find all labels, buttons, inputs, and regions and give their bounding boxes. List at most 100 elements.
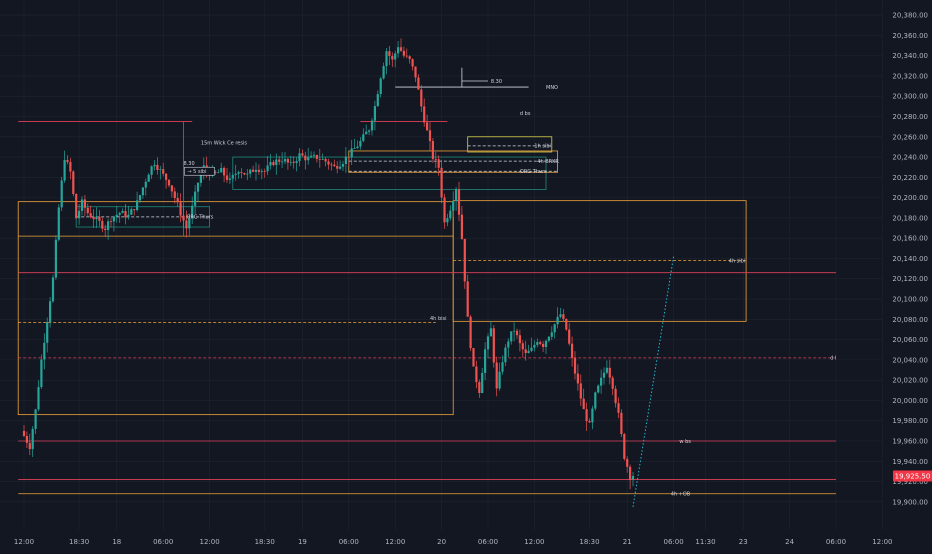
x-tick-label: 18:30 xyxy=(579,538,599,546)
annotation-label: ORG Thurs xyxy=(520,169,547,175)
candle-body xyxy=(620,412,623,435)
candle-body xyxy=(60,180,63,208)
y-tick-label: 20,020.00 xyxy=(892,377,928,385)
x-tick-label: 12:00 xyxy=(14,538,34,546)
candle-body xyxy=(359,140,362,147)
candle-body xyxy=(388,51,391,56)
y-tick-label: 20,240.00 xyxy=(892,154,928,162)
candle-body xyxy=(80,199,84,211)
y-tick-label: 20,160.00 xyxy=(892,235,928,243)
candle-body xyxy=(182,215,185,221)
candle-body xyxy=(582,398,585,410)
annotation-label: 4h bisi xyxy=(430,316,447,322)
candle-body xyxy=(185,220,188,229)
candle-body xyxy=(31,428,34,450)
candle-body xyxy=(109,221,113,223)
y-tick-label: 20,260.00 xyxy=(892,133,928,141)
candle-body xyxy=(252,169,255,172)
candle-body xyxy=(214,171,217,173)
candle-body xyxy=(527,350,530,354)
last-price-label: 19,925.50 xyxy=(895,472,931,480)
candle-body xyxy=(289,161,292,163)
annotation-label: 15m Wick Ce resis xyxy=(201,141,247,147)
annotation-label: d l xyxy=(830,356,836,362)
x-tick-label: 11:30 xyxy=(695,538,715,546)
projection-line xyxy=(632,256,675,508)
y-tick-label: 20,380.00 xyxy=(892,12,928,20)
candle-body xyxy=(481,372,484,394)
candle-body xyxy=(568,329,571,344)
time-axis[interactable]: 12:00 18:30 18 06:00 12:00 18:30 19 06:00 12:00 2… xyxy=(14,538,893,546)
annotation-label: 4h sibi xyxy=(729,258,746,264)
candle-body xyxy=(298,153,301,162)
candle-body xyxy=(260,170,263,172)
candle-body xyxy=(315,154,318,159)
candle-body xyxy=(324,158,327,162)
price-axis[interactable]: 20,380.00 20,360.00 20,340.00 20,320.00 20,3… xyxy=(892,12,932,507)
candle-body xyxy=(188,218,191,229)
annotation-labels: d bs MNO 8.30 4h bisi 4h sibi d l w bs 4h +OB 1h… xyxy=(184,79,837,498)
candle-body xyxy=(176,198,179,203)
candle-body xyxy=(373,106,376,121)
candle-body xyxy=(286,159,289,163)
candle-body xyxy=(455,189,458,202)
candle-body xyxy=(167,179,171,186)
candle-body xyxy=(124,211,127,218)
candle-body xyxy=(556,316,559,325)
candle-body xyxy=(191,205,194,219)
candle-body xyxy=(220,167,223,173)
candle-body xyxy=(234,173,237,175)
candle-body xyxy=(594,392,597,409)
candle-body xyxy=(138,195,142,201)
candle-body xyxy=(95,216,98,220)
candle-body xyxy=(524,349,527,354)
candle-body xyxy=(107,221,110,231)
candle-body xyxy=(127,214,130,218)
candle-body xyxy=(423,106,426,123)
candle-body xyxy=(121,211,124,214)
candle-body xyxy=(292,161,295,163)
candle-body xyxy=(54,239,57,278)
candle-body xyxy=(608,367,611,378)
y-tick-label: 20,000.00 xyxy=(892,397,928,405)
candle-body xyxy=(614,388,617,404)
candle-body xyxy=(170,185,173,192)
candle-body xyxy=(136,200,139,211)
candle-body xyxy=(391,55,394,60)
candle-body xyxy=(469,316,472,349)
candle-body xyxy=(318,158,321,160)
candle-body xyxy=(588,421,591,423)
candle-body xyxy=(254,169,258,172)
candle-body xyxy=(231,174,234,179)
candle-body xyxy=(626,458,629,467)
candle-body xyxy=(399,47,403,51)
candle-body xyxy=(147,174,150,182)
y-tick-label: 19,920.00 xyxy=(892,478,928,486)
candle-body xyxy=(466,281,469,317)
candle-body xyxy=(420,89,423,107)
candle-body xyxy=(443,197,446,223)
candle-body xyxy=(504,347,507,363)
candle-body xyxy=(25,436,28,443)
candle-body xyxy=(507,341,510,348)
candle-body xyxy=(475,366,478,383)
candle-body xyxy=(278,159,281,162)
y-tick-label: 20,100.00 xyxy=(892,296,928,304)
candle-body xyxy=(411,59,414,67)
candle-body xyxy=(585,409,588,422)
x-tick-label: 18:30 xyxy=(69,538,89,546)
candle-body xyxy=(159,169,162,171)
y-tick-label: 19,960.00 xyxy=(892,438,928,446)
candle-body xyxy=(513,330,516,332)
y-tick-label: 20,140.00 xyxy=(892,255,928,263)
x-tick-label: 12:00 xyxy=(524,538,544,546)
candle-body xyxy=(562,314,565,319)
candle-body xyxy=(327,161,330,165)
candle-body xyxy=(591,408,594,423)
candle-body xyxy=(602,372,606,378)
y-tick-label: 20,220.00 xyxy=(892,174,928,182)
candle-body xyxy=(370,120,374,131)
